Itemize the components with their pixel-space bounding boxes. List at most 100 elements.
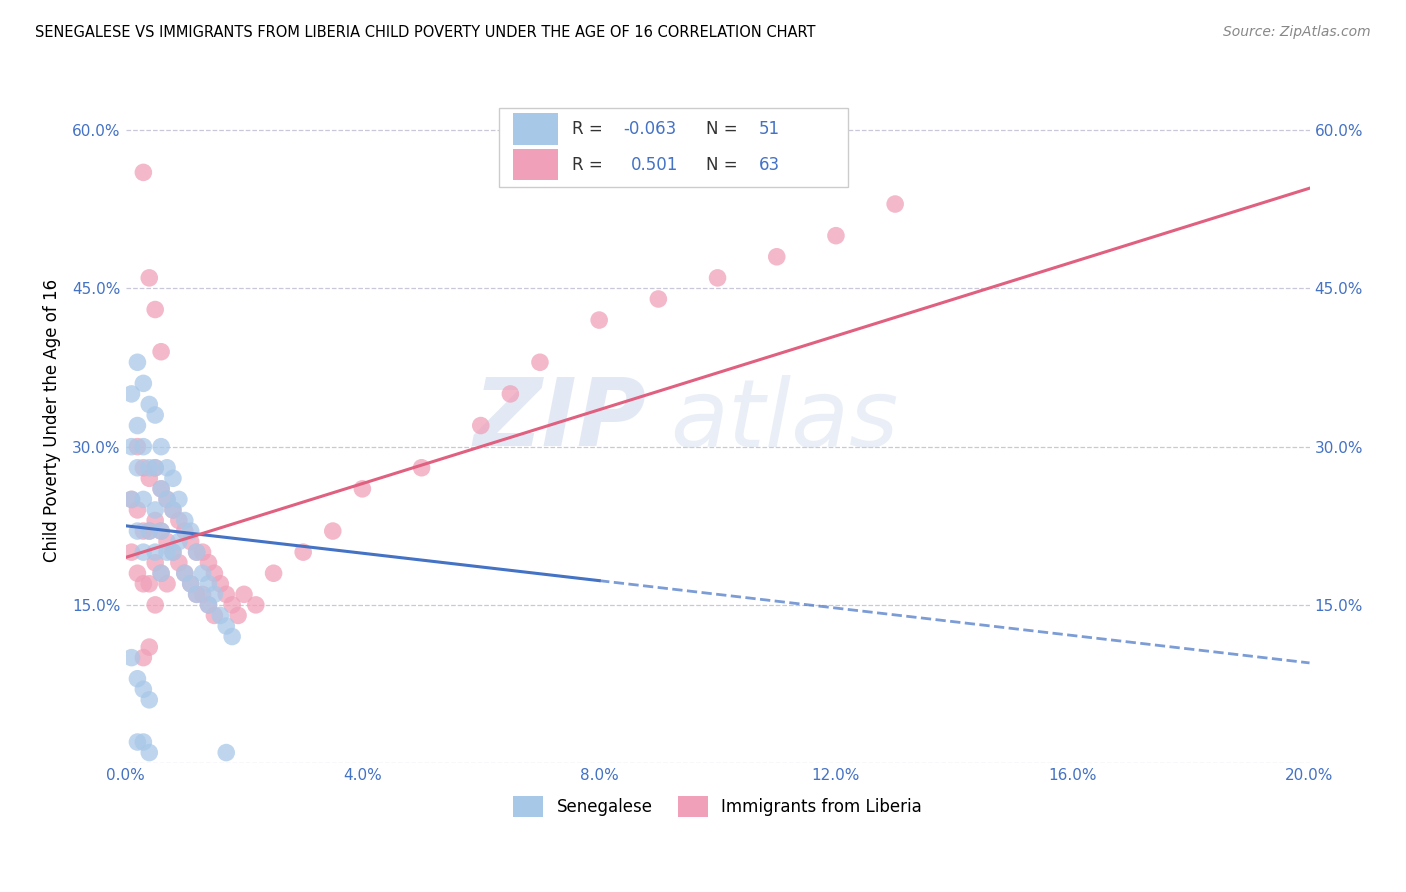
Point [186, 587, 208, 601]
Point [132, 545, 155, 559]
Text: R =: R = [572, 155, 607, 174]
Point [132, 492, 155, 507]
Point [150, 566, 173, 581]
Point [138, 576, 160, 591]
Point [138, 524, 160, 538]
Point [191, 566, 214, 581]
Point [156, 545, 179, 559]
Point [825, 228, 848, 243]
Point [215, 587, 238, 601]
Point [121, 545, 143, 559]
Point [132, 524, 155, 538]
Point [197, 598, 219, 612]
Point [209, 608, 232, 623]
Point [180, 576, 202, 591]
Point [127, 672, 149, 686]
Point [202, 566, 225, 581]
Text: ZIP: ZIP [474, 375, 647, 467]
Point [411, 460, 433, 475]
Text: N =: N = [706, 120, 742, 138]
Text: N =: N = [706, 155, 742, 174]
Point [121, 440, 143, 454]
Point [132, 682, 155, 697]
Point [138, 471, 160, 485]
Point [162, 471, 184, 485]
Point [150, 566, 173, 581]
Point [156, 492, 179, 507]
Point [292, 545, 315, 559]
Point [127, 566, 149, 581]
Bar [513, 149, 558, 180]
Point [167, 514, 190, 528]
Point [162, 545, 184, 559]
Point [173, 566, 195, 581]
Point [162, 503, 184, 517]
Point [197, 556, 219, 570]
Text: R =: R = [572, 120, 607, 138]
Point [138, 693, 160, 707]
Point [706, 271, 728, 285]
Point [647, 292, 669, 306]
Point [150, 524, 173, 538]
Point [143, 556, 166, 570]
Point [186, 587, 208, 601]
Point [127, 355, 149, 369]
Point [150, 440, 173, 454]
Point [215, 746, 238, 760]
Point [143, 408, 166, 422]
Point [173, 524, 195, 538]
Point [226, 608, 249, 623]
Point [245, 598, 267, 612]
Point [138, 271, 160, 285]
Point [150, 344, 173, 359]
Point [191, 587, 214, 601]
Point [202, 608, 225, 623]
Point [470, 418, 492, 433]
Point [197, 598, 219, 612]
Point [121, 387, 143, 401]
Point [127, 440, 149, 454]
Point [499, 387, 522, 401]
Point [143, 460, 166, 475]
Text: 51: 51 [759, 120, 780, 138]
Point [162, 545, 184, 559]
Point [221, 598, 243, 612]
Point [322, 524, 344, 538]
Point [132, 165, 155, 179]
Point [352, 482, 374, 496]
Point [143, 598, 166, 612]
Point [156, 460, 179, 475]
Bar [513, 113, 558, 145]
Point [132, 440, 155, 454]
Point [121, 492, 143, 507]
Text: -0.063: -0.063 [623, 120, 676, 138]
Point [138, 460, 160, 475]
Point [765, 250, 787, 264]
Point [180, 576, 202, 591]
Point [588, 313, 610, 327]
Point [173, 566, 195, 581]
Point [121, 492, 143, 507]
Point [529, 355, 551, 369]
Point [156, 534, 179, 549]
Point [156, 492, 179, 507]
Point [173, 514, 195, 528]
Point [143, 514, 166, 528]
Point [127, 503, 149, 517]
Point [209, 576, 232, 591]
Y-axis label: Child Poverty Under the Age of 16: Child Poverty Under the Age of 16 [44, 278, 60, 562]
Point [132, 376, 155, 391]
Point [143, 302, 166, 317]
Point [215, 619, 238, 633]
Point [138, 397, 160, 411]
Point [132, 650, 155, 665]
Point [132, 735, 155, 749]
Point [186, 545, 208, 559]
Point [150, 482, 173, 496]
Point [233, 587, 256, 601]
Point [138, 746, 160, 760]
Point [132, 460, 155, 475]
Point [180, 534, 202, 549]
Point [162, 503, 184, 517]
Text: 0.501: 0.501 [631, 155, 679, 174]
